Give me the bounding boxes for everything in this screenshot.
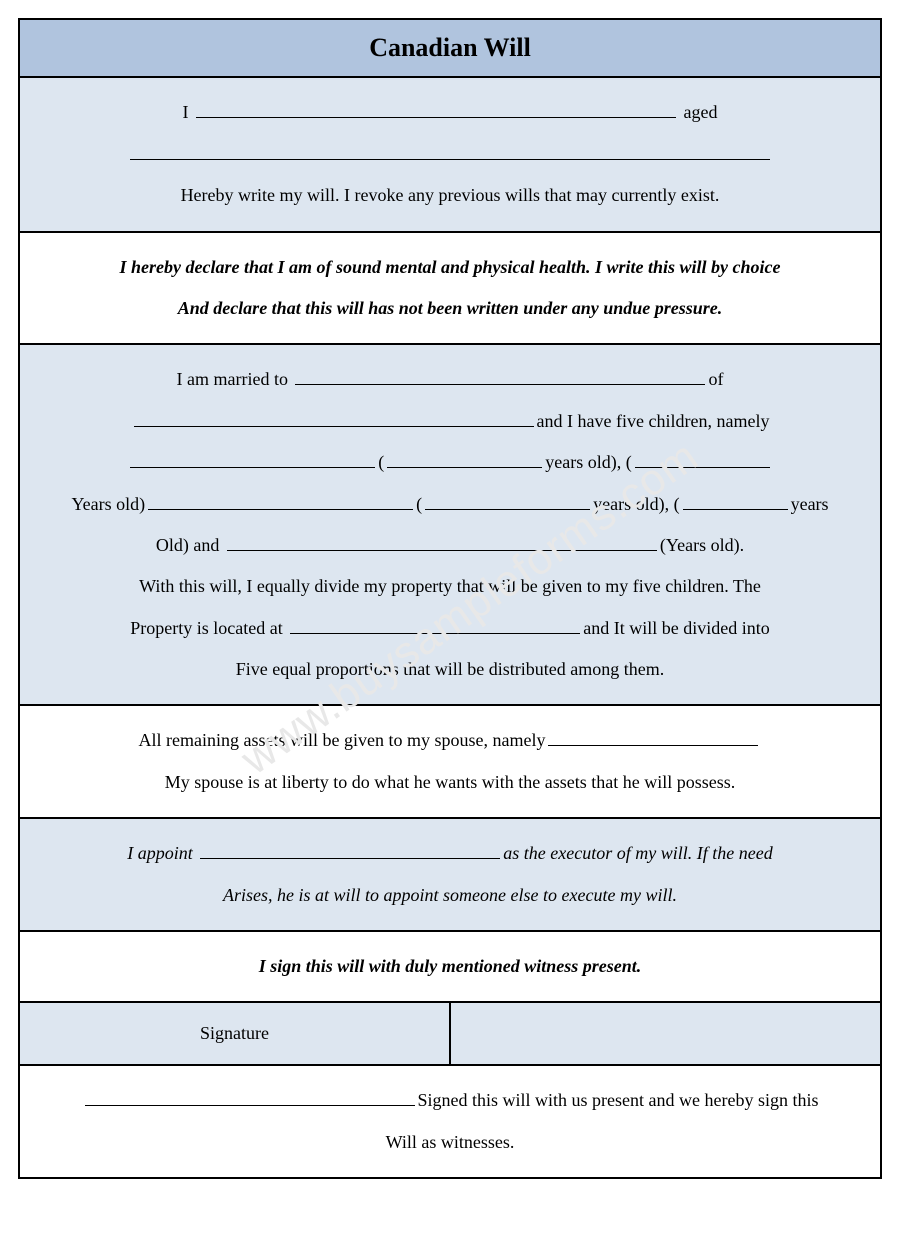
paren-open2: ( xyxy=(416,494,422,514)
section-remaining-assets: All remaining assets will be given to my… xyxy=(20,706,880,819)
property-location-blank[interactable] xyxy=(290,614,580,634)
paren-open: ( xyxy=(378,452,384,472)
old-and: Old) and xyxy=(156,535,219,555)
section-name-age: I aged Hereby write my will. I revoke an… xyxy=(20,78,880,232)
revoke-statement: Hereby write my will. I revoke any previ… xyxy=(46,175,854,216)
spouse-name-blank[interactable] xyxy=(295,366,705,386)
years-label: years xyxy=(791,494,829,514)
signature-label: Signature xyxy=(200,1023,269,1043)
spouse-location-blank[interactable] xyxy=(134,407,534,427)
section-family-property: I am married to of and I have five child… xyxy=(20,345,880,706)
years-old-2: years old), ( xyxy=(593,494,679,514)
form-title: Canadian Will xyxy=(369,33,531,62)
child4-age-blank[interactable] xyxy=(683,490,788,510)
spouse-assets-blank[interactable] xyxy=(548,727,758,747)
executor-line2: Arises, he is at will to appoint someone… xyxy=(46,875,854,916)
age-blank[interactable] xyxy=(130,140,770,160)
section-witness-statement: I sign this will with duly mentioned wit… xyxy=(20,932,880,1003)
child3-age-blank[interactable] xyxy=(425,490,590,510)
declaration-line2: And declare that this will has not been … xyxy=(46,288,854,329)
will-form-container: Canadian Will I aged Hereby write my wil… xyxy=(18,18,882,1179)
child2-name-blank[interactable] xyxy=(635,448,770,468)
years-old-final: (Years old). xyxy=(660,535,744,555)
signature-value-cell[interactable] xyxy=(451,1003,880,1064)
property-prefix: Property is located at xyxy=(130,618,282,638)
years-old-prefix: Years old) xyxy=(71,494,145,514)
section-declaration: I hereby declare that I am of sound ment… xyxy=(20,233,880,346)
years-old-1: years old), ( xyxy=(545,452,631,472)
appoint-suffix: as the executor of my will. If the need xyxy=(503,843,772,863)
section-executor: I appoint as the executor of my will. If… xyxy=(20,819,880,932)
witness-line2: Will as witnesses. xyxy=(46,1122,854,1163)
married-prefix: I am married to xyxy=(177,369,288,389)
divide-statement: With this will, I equally divide my prop… xyxy=(46,566,854,607)
child3-name-blank[interactable] xyxy=(148,490,413,510)
aged-label: aged xyxy=(684,102,718,122)
declaration-line1: I hereby declare that I am of sound ment… xyxy=(46,247,854,288)
of-label: of xyxy=(708,369,723,389)
divided-suffix: and It will be divided into xyxy=(583,618,769,638)
signature-row: Signature xyxy=(20,1003,880,1066)
proportions-line: Five equal proportions that will be dist… xyxy=(46,649,854,690)
witness-signature-blank[interactable] xyxy=(85,1087,415,1107)
witness-suffix: Signed this will with us present and we … xyxy=(418,1090,819,1110)
i-prefix: I xyxy=(183,102,189,122)
section-witness-sign: Signed this will with us present and we … xyxy=(20,1066,880,1177)
appoint-prefix: I appoint xyxy=(127,843,193,863)
name-blank[interactable] xyxy=(196,99,676,119)
children-suffix: and I have five children, namely xyxy=(537,411,770,431)
child1-name-blank[interactable] xyxy=(130,448,375,468)
assets-prefix: All remaining assets will be given to my… xyxy=(139,730,546,750)
spouse-liberty-line: My spouse is at liberty to do what he wa… xyxy=(46,762,854,803)
signature-label-cell: Signature xyxy=(20,1003,451,1064)
child1-age-blank[interactable] xyxy=(387,448,542,468)
executor-name-blank[interactable] xyxy=(200,839,500,859)
witness-statement: I sign this will with duly mentioned wit… xyxy=(259,956,642,976)
form-title-section: Canadian Will xyxy=(20,20,880,78)
child5-name-blank[interactable] xyxy=(227,531,657,551)
